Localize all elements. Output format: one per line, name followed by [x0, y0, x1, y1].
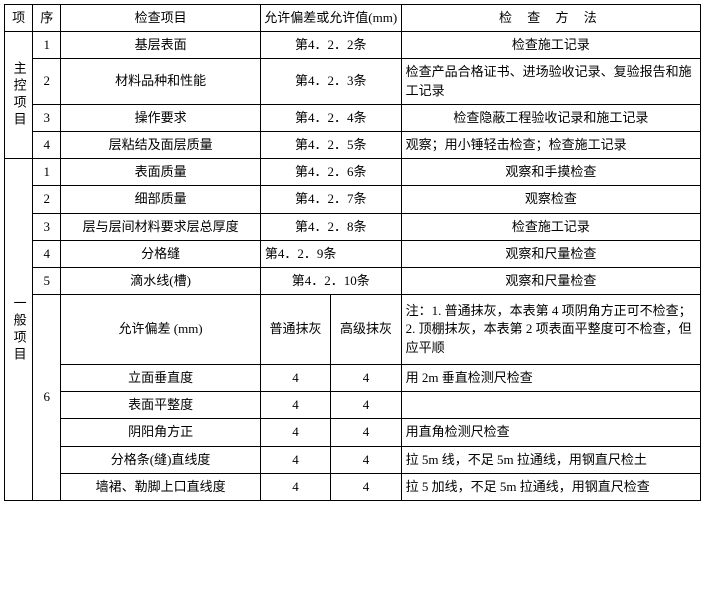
- cell-tolerance-title: 允许偏差 (mm): [61, 295, 261, 365]
- table-row: 5 滴水线(槽) 第4．2．10条 观察和尺量检查: [5, 267, 701, 294]
- cell-method: 拉 5 加线，不足 5m 拉通线，用钢直尺检查: [401, 473, 700, 500]
- cell-seq: 3: [33, 213, 61, 240]
- table-row: 墙裙、勒脚上口直线度 4 4 拉 5 加线，不足 5m 拉通线，用钢直尺检查: [5, 473, 701, 500]
- cell-method: 检查隐蔽工程验收记录和施工记录: [401, 104, 700, 131]
- cell-val-a: 4: [260, 392, 330, 419]
- cell-seq: 2: [33, 59, 61, 104]
- table-row: 3 操作要求 第4．2．4条 检查隐蔽工程验收记录和施工记录: [5, 104, 701, 131]
- inspection-table: 项 序 检查项目 允许偏差或允许值(mm) 检 查 方 法 主控项目 1 基层表…: [4, 4, 701, 501]
- cell-tol: 第4．2．2条: [260, 32, 401, 59]
- cell-seq: 4: [33, 131, 61, 158]
- category-general: 一般项目: [5, 159, 33, 501]
- cell-method: 检查产品合格证书、进场验收记录、复验报告和施工记录: [401, 59, 700, 104]
- cell-item: 表面质量: [61, 159, 261, 186]
- cell-seq: 1: [33, 32, 61, 59]
- cell-seq: 5: [33, 267, 61, 294]
- cell-tol: 第4．2．5条: [260, 131, 401, 158]
- table-row: 2 细部质量 第4．2．7条 观察检查: [5, 186, 701, 213]
- cell-item: 层与层间材料要求层总厚度: [61, 213, 261, 240]
- cell-method: 检查施工记录: [401, 32, 700, 59]
- cell-item: 材料品种和性能: [61, 59, 261, 104]
- header-category: 项: [5, 5, 33, 32]
- cell-item: 阴阳角方正: [61, 419, 261, 446]
- table-row: 表面平整度 4 4: [5, 392, 701, 419]
- cell-val-b: 4: [331, 419, 401, 446]
- cell-tol: 第4．2．9条: [260, 240, 401, 267]
- header-item: 检查项目: [61, 5, 261, 32]
- cell-item: 基层表面: [61, 32, 261, 59]
- cell-method: 用 2m 垂直检测尺检查: [401, 365, 700, 392]
- cell-tol: 第4．2．7条: [260, 186, 401, 213]
- table-row: 立面垂直度 4 4 用 2m 垂直检测尺检查: [5, 365, 701, 392]
- cell-item: 表面平整度: [61, 392, 261, 419]
- cell-val-b: 4: [331, 365, 401, 392]
- table-row: 4 分格缝 第4．2．9条 观察和尺量检查: [5, 240, 701, 267]
- cell-note: 注：1. 普通抹灰，本表第 4 项阴角方正可不检查； 2. 顶棚抹灰，本表第 2…: [401, 295, 700, 365]
- cell-tol: 第4．2．3条: [260, 59, 401, 104]
- cell-method: 拉 5m 线，不足 5m 拉通线，用钢直尺检土: [401, 446, 700, 473]
- table-header-row: 项 序 检查项目 允许偏差或允许值(mm) 检 查 方 法: [5, 5, 701, 32]
- cell-item: 分格条(缝)直线度: [61, 446, 261, 473]
- cell-tol: 第4．2．4条: [260, 104, 401, 131]
- table-row: 主控项目 1 基层表面 第4．2．2条 检查施工记录: [5, 32, 701, 59]
- table-row: 3 层与层间材料要求层总厚度 第4．2．8条 检查施工记录: [5, 213, 701, 240]
- cell-method: 观察和尺量检查: [401, 240, 700, 267]
- cell-item: 立面垂直度: [61, 365, 261, 392]
- header-seq: 序: [33, 5, 61, 32]
- cell-method: 观察；用小锤轻击检查；检查施工记录: [401, 131, 700, 158]
- table-row: 2 材料品种和性能 第4．2．3条 检查产品合格证书、进场验收记录、复验报告和施…: [5, 59, 701, 104]
- header-method: 检 查 方 法: [401, 5, 700, 32]
- cell-subhead-advanced: 高级抹灰: [331, 295, 401, 365]
- cell-seq: 4: [33, 240, 61, 267]
- cell-item: 操作要求: [61, 104, 261, 131]
- table-row: 分格条(缝)直线度 4 4 拉 5m 线，不足 5m 拉通线，用钢直尺检土: [5, 446, 701, 473]
- cell-tol: 第4．2．10条: [260, 267, 401, 294]
- cell-val-a: 4: [260, 365, 330, 392]
- category-main: 主控项目: [5, 32, 33, 159]
- cell-item: 细部质量: [61, 186, 261, 213]
- cell-method: 观察和尺量检查: [401, 267, 700, 294]
- cell-item: 层粘结及面层质量: [61, 131, 261, 158]
- table-row: 4 层粘结及面层质量 第4．2．5条 观察；用小锤轻击检查；检查施工记录: [5, 131, 701, 158]
- cell-val-b: 4: [331, 392, 401, 419]
- cell-seq: 3: [33, 104, 61, 131]
- cell-method: 检查施工记录: [401, 213, 700, 240]
- cell-item: 分格缝: [61, 240, 261, 267]
- cell-method: 观察和手摸检查: [401, 159, 700, 186]
- cell-val-a: 4: [260, 446, 330, 473]
- cell-tol: 第4．2．8条: [260, 213, 401, 240]
- header-tolerance: 允许偏差或允许值(mm): [260, 5, 401, 32]
- cell-item: 滴水线(槽): [61, 267, 261, 294]
- cell-method: 观察检查: [401, 186, 700, 213]
- cell-seq: 1: [33, 159, 61, 186]
- table-row: 阴阳角方正 4 4 用直角检测尺检查: [5, 419, 701, 446]
- cell-seq: 2: [33, 186, 61, 213]
- cell-item: 墙裙、勒脚上口直线度: [61, 473, 261, 500]
- cell-tol: 第4．2．6条: [260, 159, 401, 186]
- cell-val-b: 4: [331, 473, 401, 500]
- cell-method: 用直角检测尺检查: [401, 419, 700, 446]
- table-row: 6 允许偏差 (mm) 普通抹灰 高级抹灰 注：1. 普通抹灰，本表第 4 项阴…: [5, 295, 701, 365]
- cell-val-a: 4: [260, 473, 330, 500]
- cell-method: [401, 392, 700, 419]
- table-row: 一般项目 1 表面质量 第4．2．6条 观察和手摸检查: [5, 159, 701, 186]
- cell-val-b: 4: [331, 446, 401, 473]
- cell-seq: 6: [33, 295, 61, 501]
- cell-subhead-normal: 普通抹灰: [260, 295, 330, 365]
- cell-val-a: 4: [260, 419, 330, 446]
